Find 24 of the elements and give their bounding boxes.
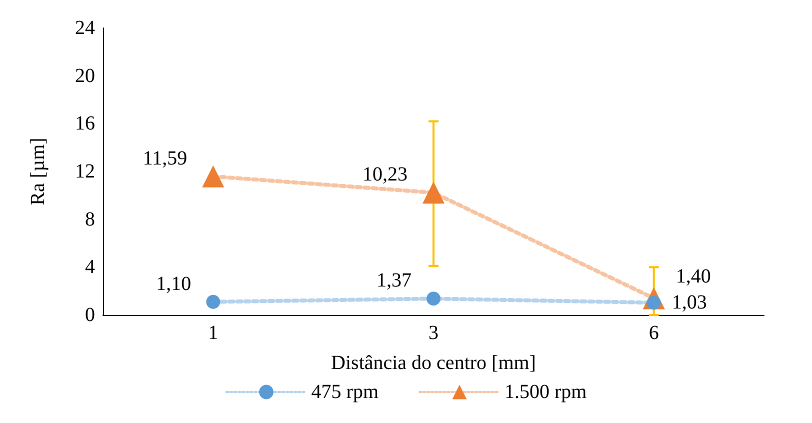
y-tick-label: 20 (75, 64, 95, 87)
y-tick-label: 24 (75, 17, 95, 39)
point (426, 292, 440, 306)
data-label: 1,40 (676, 265, 711, 288)
y-tick-label: 16 (75, 112, 95, 135)
y-tick-label: 8 (85, 208, 95, 230)
data-label: 10,23 (362, 164, 408, 186)
y-tick-label: 4 (85, 256, 95, 278)
legend-label: 1.500 rpm (504, 381, 588, 403)
y-tick-label: 12 (75, 160, 95, 182)
x-axis-title: Distância do centro [mm] (331, 352, 536, 374)
x-tick-label: 3 (428, 322, 438, 344)
point (422, 182, 444, 204)
data-label: 1,03 (672, 292, 707, 314)
data-label: 1,37 (376, 270, 412, 292)
data-label: 11,59 (142, 147, 188, 170)
x-tick-label: 6 (648, 322, 659, 344)
point (206, 294, 220, 309)
y-axis-title: Ra [µm] (27, 138, 49, 206)
point (202, 165, 224, 188)
x-tick-label: 1 (208, 322, 218, 344)
data-label: 1,10 (156, 272, 192, 295)
legend-label: 475 rpm (311, 381, 379, 403)
y-tick-label: 0 (85, 304, 95, 326)
